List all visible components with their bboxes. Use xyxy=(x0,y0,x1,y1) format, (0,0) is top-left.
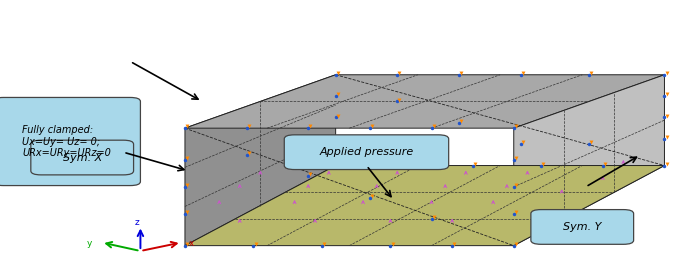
FancyBboxPatch shape xyxy=(284,135,449,170)
Text: Sym. Y: Sym. Y xyxy=(563,222,601,232)
FancyBboxPatch shape xyxy=(531,210,634,244)
Text: y: y xyxy=(86,239,92,248)
Text: Applied pressure: Applied pressure xyxy=(319,147,414,157)
Polygon shape xyxy=(514,75,664,246)
Polygon shape xyxy=(185,166,664,246)
Polygon shape xyxy=(185,75,664,128)
Text: Sym. X: Sym. X xyxy=(62,152,102,163)
FancyBboxPatch shape xyxy=(0,97,140,186)
FancyBboxPatch shape xyxy=(31,140,134,175)
Polygon shape xyxy=(185,75,336,246)
Text: Fully clamped:
Ux=Uy= Uz= 0;
URx=URy=URz=0: Fully clamped: Ux=Uy= Uz= 0; URx=URy=URz… xyxy=(23,125,111,158)
Text: x: x xyxy=(189,239,195,248)
Text: z: z xyxy=(135,218,139,227)
